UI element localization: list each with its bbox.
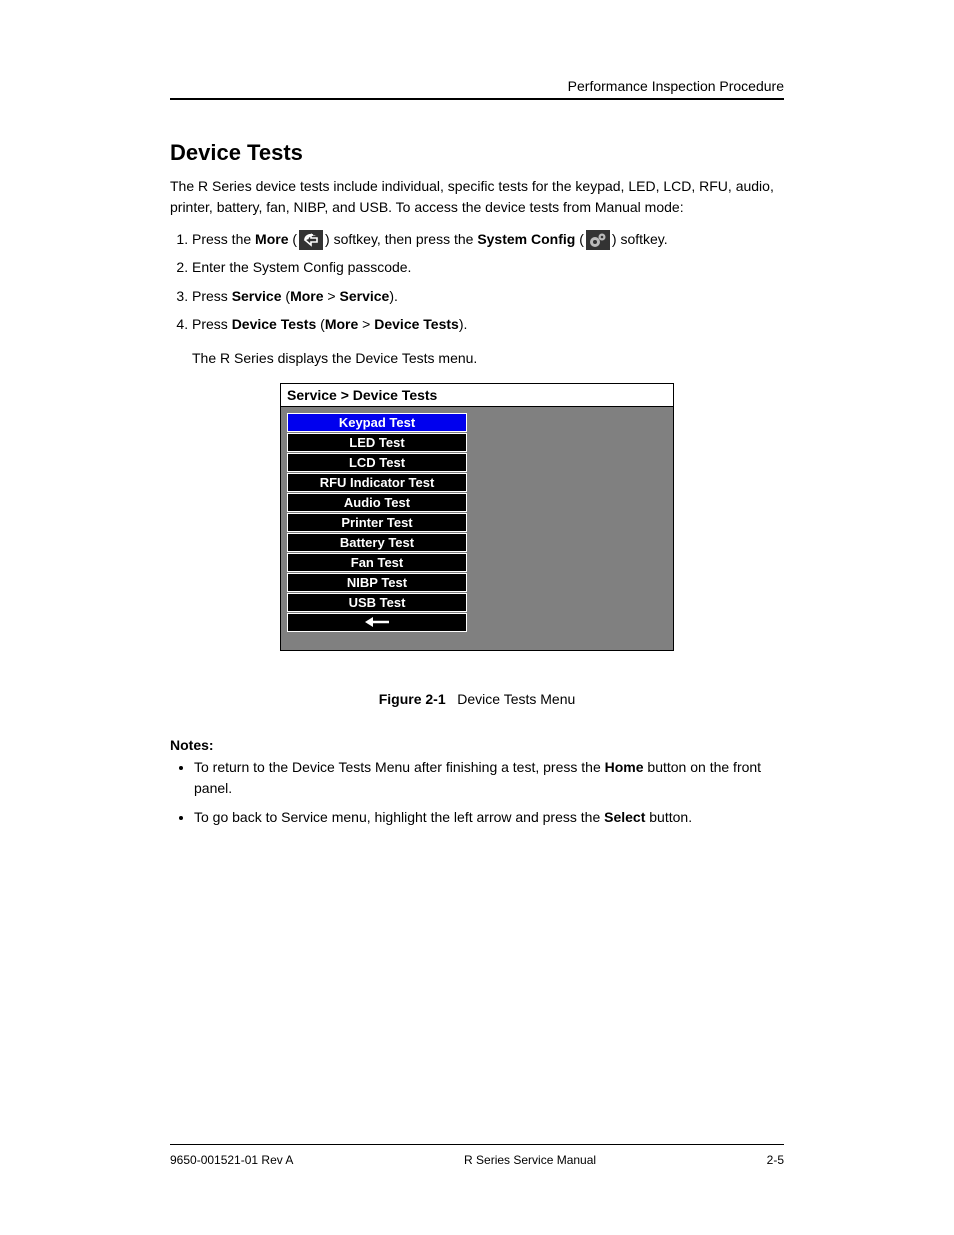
footer-row: 9650-001521-01 Rev A R Series Service Ma…	[170, 1153, 784, 1167]
device-screenshot: Service > Device Tests Keypad Test LED T…	[280, 383, 674, 651]
step-1: Press the More ( ) softkey, then press th…	[192, 228, 784, 250]
figure-number: Figure 2-1	[379, 691, 446, 707]
note-item: To go back to Service menu, highlight th…	[194, 807, 784, 828]
notes-label: Notes:	[170, 737, 784, 753]
device-breadcrumb: Service > Device Tests	[281, 384, 673, 407]
step-bold: More	[290, 288, 323, 304]
step-bold: Service	[340, 288, 390, 304]
step-text: (	[288, 231, 297, 247]
note-bold: Home	[605, 759, 644, 775]
step-bold: Service	[232, 288, 282, 304]
left-arrow-icon	[363, 616, 391, 628]
step-text: ).	[389, 288, 398, 304]
intro-paragraph: The R Series device tests include indivi…	[170, 176, 784, 218]
step-text: >	[324, 288, 340, 304]
step-text: (	[575, 231, 584, 247]
note-text: To return to the Device Tests Menu after…	[194, 759, 605, 775]
section-title: Device Tests	[170, 140, 784, 166]
note-item: To return to the Device Tests Menu after…	[194, 757, 784, 799]
running-header: Performance Inspection Procedure	[170, 78, 784, 94]
menu-item-fan-test[interactable]: Fan Test	[287, 553, 467, 572]
step-list: Press the More ( ) softkey, then press th…	[170, 228, 784, 336]
menu-item-led-test[interactable]: LED Test	[287, 433, 467, 452]
step-bold: More	[255, 231, 288, 247]
step-4: Press Device Tests (More > Device Tests)…	[192, 313, 784, 335]
footer-title: R Series Service Manual	[464, 1153, 596, 1167]
step-bold: System Config	[477, 231, 575, 247]
footer-rule	[170, 1144, 784, 1145]
gears-icon	[586, 230, 610, 250]
menu-item-back[interactable]	[287, 613, 467, 632]
note-bold: Select	[604, 809, 645, 825]
step-text: Enter the System Config passcode.	[192, 259, 411, 275]
header-rule	[170, 98, 784, 100]
back-arrow-icon	[299, 230, 323, 250]
step-text: >	[358, 316, 374, 332]
figure-caption: Figure 2-1 Device Tests Menu	[170, 691, 784, 707]
step-result: The R Series displays the Device Tests m…	[192, 348, 784, 369]
menu-item-nibp-test[interactable]: NIBP Test	[287, 573, 467, 592]
menu-item-keypad-test[interactable]: Keypad Test	[287, 413, 467, 432]
menu-item-rfu-indicator-test[interactable]: RFU Indicator Test	[287, 473, 467, 492]
step-text: (	[282, 288, 291, 304]
figure-title: Device Tests Menu	[446, 691, 576, 707]
footer-doc-id: 9650-001521-01 Rev A	[170, 1153, 293, 1167]
device-menu: Keypad Test LED Test LCD Test RFU Indica…	[281, 407, 673, 650]
notes-list: To return to the Device Tests Menu after…	[170, 757, 784, 828]
step-2: Enter the System Config passcode.	[192, 256, 784, 278]
menu-item-usb-test[interactable]: USB Test	[287, 593, 467, 612]
note-text: button.	[645, 809, 692, 825]
step-bold: Device Tests	[374, 316, 459, 332]
note-text: To go back to Service menu, highlight th…	[194, 809, 604, 825]
content-area: Performance Inspection Procedure Device …	[170, 78, 784, 836]
step-text: Press	[192, 316, 232, 332]
menu-item-printer-test[interactable]: Printer Test	[287, 513, 467, 532]
menu-item-battery-test[interactable]: Battery Test	[287, 533, 467, 552]
step-bold: Device Tests	[232, 316, 317, 332]
menu-item-audio-test[interactable]: Audio Test	[287, 493, 467, 512]
step-text: ).	[459, 316, 468, 332]
page-footer: 9650-001521-01 Rev A R Series Service Ma…	[170, 1144, 784, 1167]
step-3: Press Service (More > Service).	[192, 285, 784, 307]
step-text: (	[316, 316, 325, 332]
step-text: ) softkey, then press the	[325, 231, 477, 247]
step-bold: More	[325, 316, 358, 332]
step-text: Press	[192, 288, 232, 304]
footer-page-number: 2-5	[767, 1153, 784, 1167]
step-text: ) softkey.	[612, 231, 668, 247]
menu-item-lcd-test[interactable]: LCD Test	[287, 453, 467, 472]
page: Performance Inspection Procedure Device …	[0, 0, 954, 1235]
step-text: Press the	[192, 231, 255, 247]
